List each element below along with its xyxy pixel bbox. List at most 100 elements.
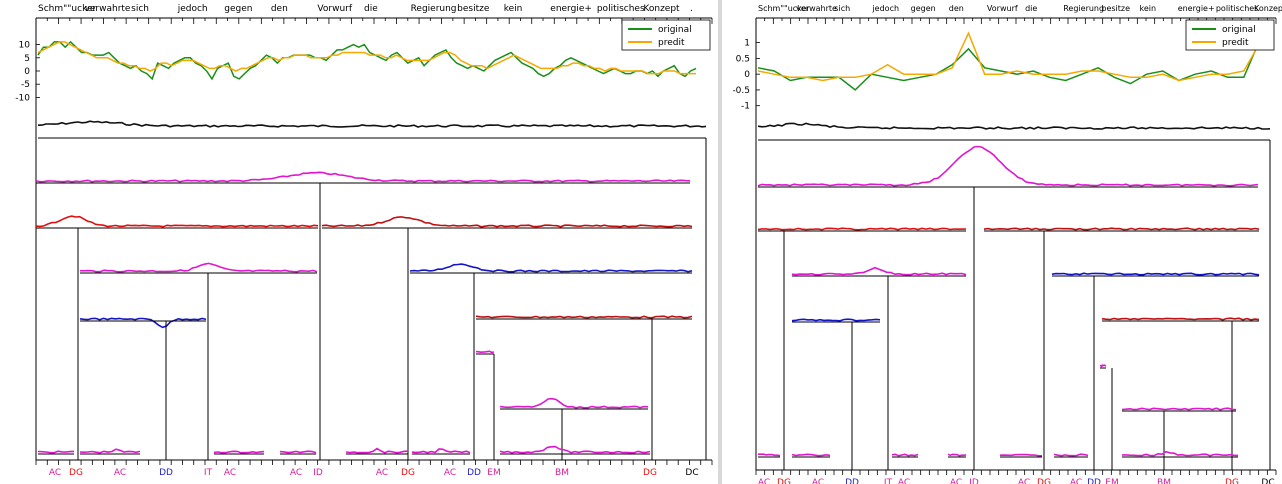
tree-node-label: AC xyxy=(898,478,910,484)
y-tick-label: -1 xyxy=(741,102,750,112)
tree-node-label: AC xyxy=(812,478,824,484)
word-label: besitze xyxy=(457,4,490,14)
word-label: den xyxy=(949,4,964,13)
tree-trace xyxy=(1122,450,1239,457)
tree-trace xyxy=(35,215,319,228)
tree-trace xyxy=(213,450,265,454)
tree-node-label: DC xyxy=(685,468,698,478)
tree-node-label: AC xyxy=(49,468,61,478)
tree-node-label: AC xyxy=(758,478,770,484)
tree-node-label: AC xyxy=(1070,478,1082,484)
tree-node-label: AC xyxy=(376,468,388,478)
panel-divider xyxy=(718,0,722,484)
tree-trace xyxy=(79,262,318,273)
word-label: sich xyxy=(834,4,850,13)
series-line-original xyxy=(757,39,1261,91)
tree-trace xyxy=(758,453,781,457)
y-tick-label: 0 xyxy=(24,67,30,77)
word-label: Regierung xyxy=(411,4,457,14)
tree-node-label: AC xyxy=(1018,478,1030,484)
tree-trace xyxy=(1121,407,1237,411)
tree-trace xyxy=(476,350,495,354)
word-label: Vorwurf xyxy=(317,4,352,14)
word-label: Konzept xyxy=(1254,4,1282,13)
tree-trace xyxy=(321,216,693,228)
tree-trace xyxy=(1099,364,1107,368)
word-label: jedoch xyxy=(177,4,208,14)
tree-node-label: ID xyxy=(313,468,323,478)
word-label: . xyxy=(690,4,693,14)
tree-trace xyxy=(791,266,967,276)
word-label: politisches xyxy=(1216,4,1259,13)
tree-trace xyxy=(891,453,919,457)
word-label: gegen xyxy=(224,4,252,14)
tree-trace xyxy=(279,450,317,454)
tree-node-label: IT xyxy=(884,478,893,484)
tree-node-label: DG xyxy=(643,468,657,478)
series-line-predit xyxy=(37,41,696,75)
word-label: jedoch xyxy=(871,4,899,13)
tree-node-label: AC xyxy=(114,468,126,478)
tree-node-label: EM xyxy=(1105,478,1118,484)
word-label: gegen xyxy=(911,4,936,13)
word-label: besitze xyxy=(1101,4,1130,13)
tree-node-label: EM xyxy=(487,468,500,478)
tree-trace-black xyxy=(757,122,1271,130)
word-label: den xyxy=(271,4,288,14)
tree-trace xyxy=(947,453,967,457)
tree-node-label: DG xyxy=(1037,478,1051,484)
word-label: Schm""ucker xyxy=(758,4,810,13)
tree-node-label: DG xyxy=(1225,478,1239,484)
legend-label: original xyxy=(1222,25,1256,35)
tree-node-label: BM xyxy=(1157,478,1171,484)
word-label: energie+ xyxy=(550,4,592,14)
y-tick-label: 1 xyxy=(744,39,750,49)
legend-label: predit xyxy=(658,38,685,48)
tree-node-label: AC xyxy=(950,478,962,484)
tree-node-label: ID xyxy=(969,478,979,484)
word-label: verwahrte xyxy=(796,4,837,13)
left-chart-panel: Schm""ucker verwahrte sich jedoch gegen den Vo… xyxy=(15,4,713,478)
tree-trace xyxy=(1101,317,1260,321)
tree-trace xyxy=(411,448,471,454)
tree-trace xyxy=(79,317,207,329)
word-label: Konzept xyxy=(643,4,680,14)
y-tick-label: -5 xyxy=(21,80,30,90)
tree-trace xyxy=(791,453,831,457)
tree-node-label: DD xyxy=(159,468,173,478)
tree-trace xyxy=(499,397,649,409)
word-label: Regierung xyxy=(1063,4,1104,13)
word-label: die xyxy=(1025,4,1037,13)
tree-node-label: IT xyxy=(204,468,213,478)
y-tick-label: 0 xyxy=(744,70,750,80)
tree-trace xyxy=(345,447,409,454)
right-chart-panel: Schm""ucker verwahrte sich jedoch gegen den Vo… xyxy=(722,0,1282,484)
tree-node-label: DD xyxy=(845,478,859,484)
series-line-original xyxy=(37,40,697,81)
y-tick-label: 5 xyxy=(24,54,30,64)
word-label: kein xyxy=(1140,4,1157,13)
y-tick-label: -10 xyxy=(15,93,30,103)
word-label: Vorwurf xyxy=(987,4,1018,13)
tree-trace xyxy=(791,318,881,322)
tree-node-label: DG xyxy=(777,478,791,484)
word-label: kein xyxy=(504,4,523,14)
legend-box xyxy=(621,19,711,51)
tree-trace xyxy=(757,227,966,231)
tree-node-label: AC xyxy=(224,468,236,478)
tree-trace xyxy=(35,171,691,183)
series-line-predit xyxy=(757,31,1261,82)
legend-label: original xyxy=(658,25,692,35)
word-label: energie+ xyxy=(1178,4,1215,13)
tree-node-label: DG xyxy=(69,468,83,478)
y-tick-label: 0.5 xyxy=(736,54,750,64)
legend-label: predit xyxy=(1222,38,1249,48)
tree-node-label: AC xyxy=(290,468,302,478)
y-tick-label: -0.5 xyxy=(732,86,750,96)
word-label: politisches xyxy=(597,4,645,14)
tree-trace xyxy=(983,227,1260,231)
tree-trace xyxy=(1053,453,1089,457)
tree-trace xyxy=(757,145,1259,187)
word-label: die xyxy=(364,4,378,14)
